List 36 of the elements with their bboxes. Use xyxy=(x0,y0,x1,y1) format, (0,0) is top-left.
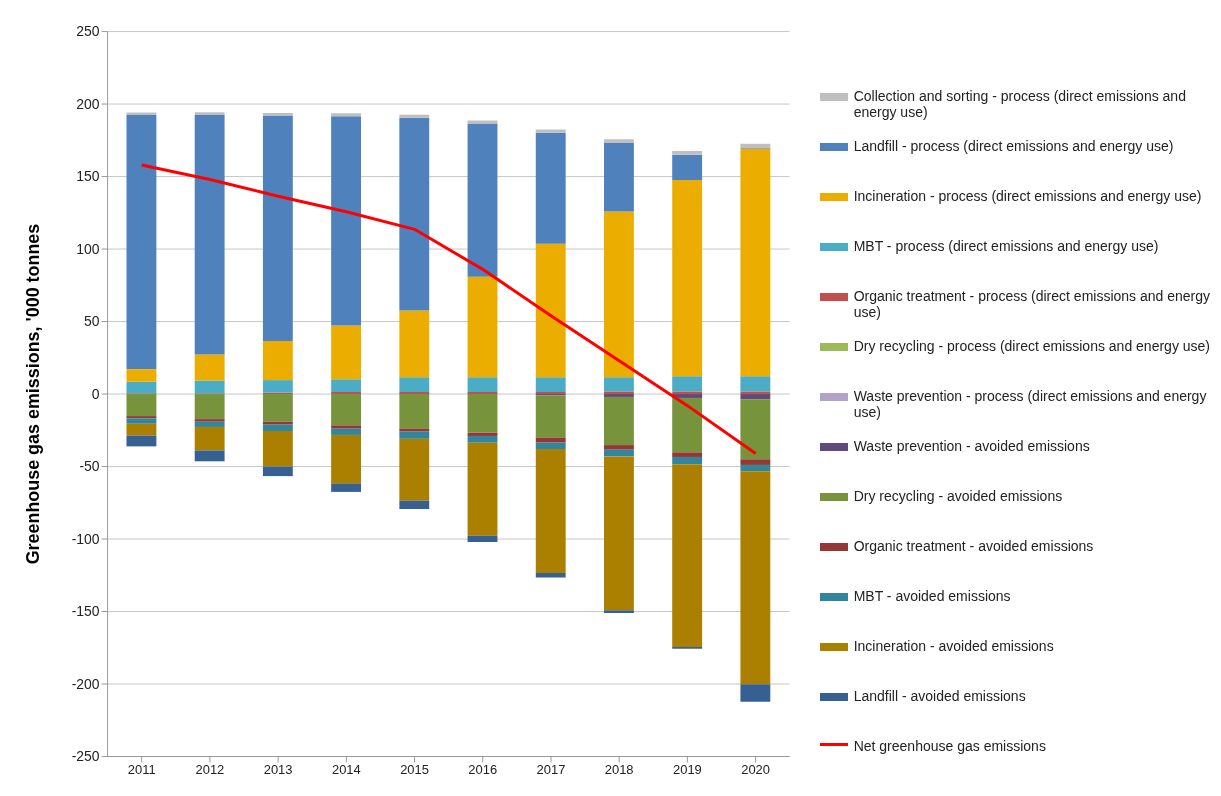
legend-label: MBT - avoided emissions xyxy=(853,588,1011,604)
legend-label: Waste prevention - process (direct emissions and energy use) xyxy=(853,388,1208,420)
legend-label: Incineration - avoided emissions xyxy=(853,638,1054,654)
x-tick-label: 2015 xyxy=(400,761,429,777)
x-tick-label: 2011 xyxy=(127,761,156,777)
legend-label: Collection and sorting - process (direct emissions and energy use) xyxy=(853,88,1187,120)
legend-label: Organic treatment - process (direct emissions and energy use) xyxy=(853,288,1212,320)
y-tick-label: -100 xyxy=(71,530,100,547)
x-tick-label: 2018 xyxy=(604,761,634,777)
x-tick-label: 2020 xyxy=(741,761,770,777)
legend-label: MBT - process (direct emissions and energy use) xyxy=(853,238,1159,254)
y-tick-label: -50 xyxy=(79,458,100,475)
y-tick-label: -250 xyxy=(71,748,100,765)
y-tick-label: 250 xyxy=(76,23,100,40)
x-tick-label: 2016 xyxy=(468,761,498,777)
y-tick-label: 100 xyxy=(76,241,100,257)
x-tick-label: 2013 xyxy=(263,761,293,777)
legend-label: Waste prevention - avoided emissions xyxy=(853,438,1090,454)
legend-label: Dry recycling - avoided emissions xyxy=(853,488,1063,504)
y-axis-title: Greenhouse gas emissions, '000 tonnes xyxy=(23,223,44,565)
legend-label: Incineration - process (direct emissions and energy use) xyxy=(853,188,1202,204)
x-tick-label: 2012 xyxy=(195,761,225,777)
legend-label: Landfill - avoided emissions xyxy=(853,688,1026,704)
x-tick-label: 2019 xyxy=(673,761,702,777)
x-tick-label: 2014 xyxy=(331,761,361,777)
y-tick-label: 200 xyxy=(76,96,100,112)
legend-label: Organic treatment - avoided emissions xyxy=(853,538,1094,554)
x-tick-label: 2017 xyxy=(536,761,566,777)
y-tick-label: 0 xyxy=(91,385,100,402)
y-tick-label: -200 xyxy=(71,675,100,692)
y-tick-label: 50 xyxy=(84,313,100,330)
y-tick-label: 150 xyxy=(76,168,100,185)
y-tick-label: -150 xyxy=(71,603,100,620)
legend-label: Landfill - process (direct emissions and energy use) xyxy=(853,138,1174,154)
legend-label: Dry recycling - process (direct emissions and energy use) xyxy=(853,338,1211,354)
legend-label: Net greenhouse gas emissions xyxy=(853,738,1046,754)
